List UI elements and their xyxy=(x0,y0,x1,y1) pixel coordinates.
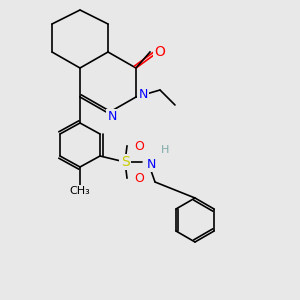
Text: N: N xyxy=(107,110,117,124)
Text: O: O xyxy=(154,45,165,59)
Text: CH₃: CH₃ xyxy=(70,186,90,196)
Text: O: O xyxy=(134,172,144,184)
Text: S: S xyxy=(121,155,129,169)
Text: O: O xyxy=(134,140,144,152)
Text: H: H xyxy=(161,145,169,155)
Text: N: N xyxy=(146,158,156,170)
Text: N: N xyxy=(138,88,148,101)
